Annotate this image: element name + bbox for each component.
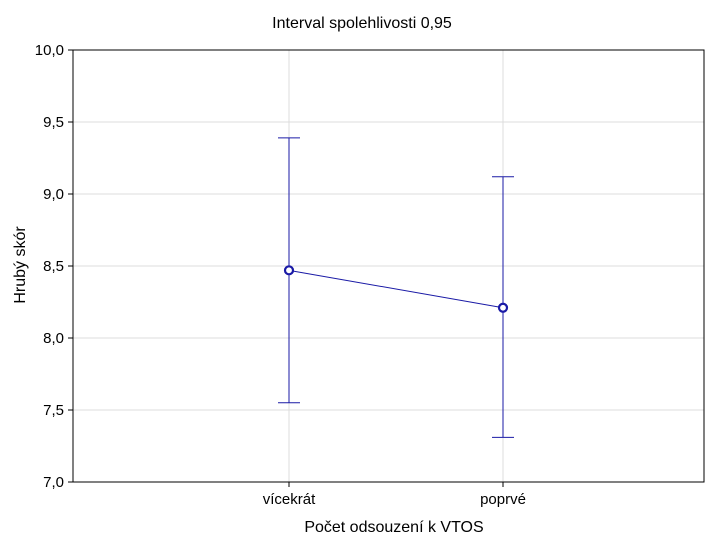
x-tick-label: vícekrát <box>263 491 316 508</box>
chart-title: Interval spolehlivosti 0,95 <box>272 15 452 32</box>
y-tick-label: 8,0 <box>43 330 64 347</box>
y-tick-label: 9,0 <box>43 186 64 203</box>
y-tick-label: 7,5 <box>43 402 64 419</box>
y-tick-label: 9,5 <box>43 114 64 131</box>
series <box>278 137 514 438</box>
series-line <box>288 269 504 309</box>
data-point <box>283 265 295 276</box>
x-axis-label: Počet odsouzení k VTOS <box>304 519 483 536</box>
y-axis-ticks: 7,0 7,5 8,0 8,5 9,0 9,5 10,0 <box>35 42 73 491</box>
grid <box>73 50 704 482</box>
y-tick-label: 7,0 <box>43 474 64 491</box>
x-tick-label: poprvé <box>480 491 526 508</box>
data-point <box>497 302 509 313</box>
y-axis-label: Hrubý skór <box>12 226 29 304</box>
y-tick-label: 10,0 <box>35 42 64 59</box>
x-axis-ticks: vícekrát poprvé <box>263 482 526 508</box>
y-tick-label: 8,5 <box>43 258 64 275</box>
